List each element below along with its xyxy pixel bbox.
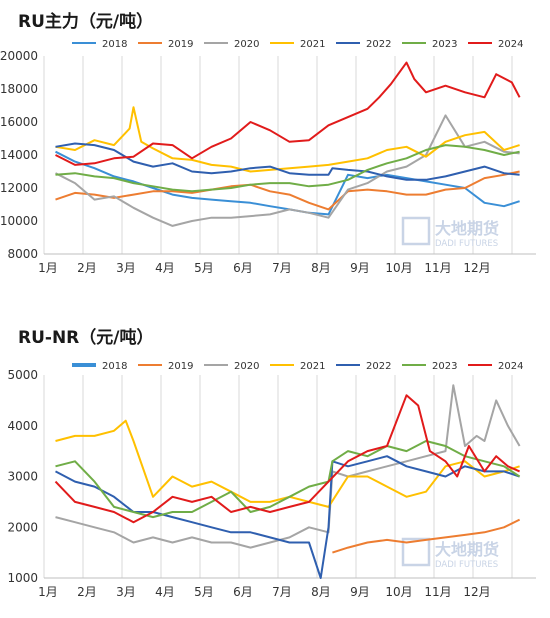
watermark-text: 大地期货 [435, 540, 499, 559]
legend-label: 2018 [102, 361, 127, 372]
x-tick-label: 3月 [116, 261, 136, 275]
chart-ru-main: 8000 10000 12000 14000 16000 18000 20000 1月 2月 3月… [0, 39, 536, 275]
x-tick-label: 5月 [194, 585, 214, 599]
x-tick-label: 10月 [385, 261, 412, 275]
series-line-2024 [54, 394, 520, 524]
legend-label: 2023 [432, 39, 457, 50]
x-tick-label: 4月 [155, 261, 175, 275]
x-tick-label: 11月 [424, 261, 451, 275]
x-tick-label: 7月 [272, 261, 292, 275]
x-tick-label: 11月 [424, 585, 451, 599]
x-tick-label: 2月 [77, 585, 97, 599]
series-line-2019 [332, 518, 521, 554]
x-tick-label: 8月 [311, 585, 331, 599]
series-line-2023 [55, 144, 520, 193]
legend-label: 2020 [234, 39, 259, 50]
y-tick-label: 14000 [0, 148, 38, 162]
chart-ru-nr: 1000 2000 3000 4000 5000 1月 2月 3月 4月 5月 6月 7月 8月 9月 10… [7, 361, 536, 599]
legend-label: 2022 [366, 361, 391, 372]
y-tick-label: 20000 [0, 49, 38, 63]
x-tick-label: 12月 [463, 261, 490, 275]
y-tick-label: 5000 [7, 368, 38, 382]
legend-label: 2019 [168, 39, 193, 50]
watermark-text: 大地期货 [435, 219, 499, 238]
series-line-2019 [55, 170, 520, 211]
x-tick-label: 7月 [272, 585, 292, 599]
x-tick-label: 1月 [38, 261, 58, 275]
series-line-2022 [55, 142, 520, 181]
x-tick-label: 10月 [385, 585, 412, 599]
y-tick-label: 2000 [7, 520, 38, 534]
y-tick-label: 12000 [0, 181, 38, 195]
legend-label: 2020 [234, 361, 259, 372]
x-tick-label: 2月 [77, 261, 97, 275]
y-tick-label: 4000 [7, 419, 38, 433]
x-tick-label: 4月 [155, 585, 175, 599]
series-line-2021 [55, 419, 520, 508]
watermark-mark [401, 216, 431, 246]
series-line-2023 [55, 440, 521, 519]
y-tick-label: 10000 [0, 214, 38, 228]
watermark-subtext: DADI FUTURES [435, 560, 498, 570]
series-line-2024 [55, 61, 521, 166]
x-tick-label: 6月 [233, 261, 253, 275]
watermark-subtext: DADI FUTURES [435, 239, 498, 249]
chart-title-ru-main: RU主力（元/吨） [18, 12, 154, 32]
legend-label: 2024 [498, 361, 523, 372]
x-tick-label: 9月 [350, 261, 370, 275]
series-line-2020 [55, 114, 520, 227]
x-tick-label: 8月 [311, 261, 331, 275]
chart-title-ru-nr: RU-NR（元/吨） [18, 328, 154, 348]
x-tick-label: 1月 [38, 585, 58, 599]
y-tick-label: 8000 [7, 247, 38, 261]
series-line-2021 [55, 106, 520, 173]
legend-label: 2021 [300, 361, 325, 372]
legend-label: 2022 [366, 39, 391, 50]
legend-label: 2019 [168, 361, 193, 372]
x-tick-label: 6月 [233, 585, 253, 599]
legend-label: 2023 [432, 361, 457, 372]
y-tick-label: 1000 [7, 571, 38, 585]
x-tick-label: 12月 [463, 585, 490, 599]
watermark-mark [401, 537, 431, 567]
y-tick-label: 18000 [0, 82, 38, 96]
x-tick-label: 5月 [194, 261, 214, 275]
legend-label: 2024 [498, 39, 523, 50]
series-line-2022 [55, 455, 520, 579]
legend-label: 2021 [300, 39, 325, 50]
y-tick-label: 3000 [7, 470, 38, 484]
legend-label: 2018 [102, 39, 127, 50]
x-tick-label: 9月 [350, 585, 370, 599]
y-tick-label: 16000 [0, 115, 38, 129]
x-tick-label: 3月 [116, 585, 136, 599]
